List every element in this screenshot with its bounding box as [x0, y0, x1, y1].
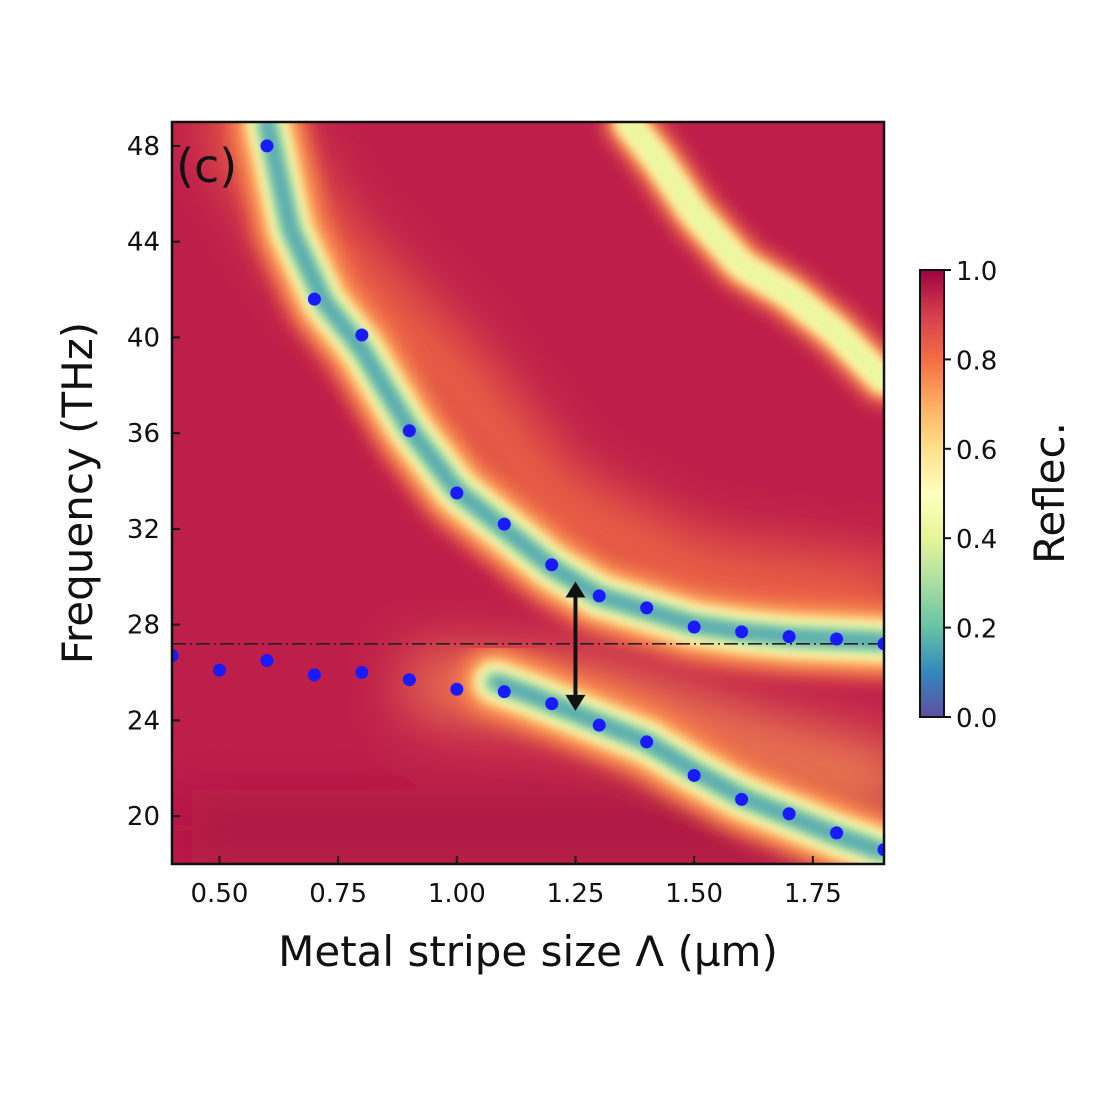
data-point — [497, 685, 511, 699]
x-tick-label: 0.75 — [309, 879, 367, 909]
y-axis-label: Frequency (THz) — [53, 322, 102, 664]
y-tick-label: 36 — [127, 419, 160, 449]
data-point — [830, 632, 844, 646]
arrow-head-down — [565, 694, 586, 711]
splitting-arrow — [565, 581, 586, 711]
heatmap-area — [172, 122, 884, 864]
arrow-head-up — [565, 581, 586, 598]
x-tick-label: 1.50 — [665, 879, 723, 909]
data-point — [877, 843, 884, 857]
y-tick-label: 20 — [127, 802, 160, 832]
colorbar: 0.0 0.2 0.4 0.6 0.8 1.0 Reflec. — [919, 257, 1074, 734]
data-point — [450, 486, 464, 500]
data-point — [545, 558, 559, 572]
band-layer — [620, 122, 884, 388]
data-point — [735, 625, 749, 639]
data-point — [545, 697, 559, 711]
data-point — [260, 139, 274, 153]
data-point — [640, 601, 654, 615]
data-point — [450, 682, 464, 696]
x-tick-label: 1.00 — [428, 879, 486, 909]
data-point — [497, 517, 511, 531]
colorbar-gradient — [919, 269, 945, 718]
data-point — [402, 673, 416, 687]
y-tick-label: 28 — [127, 611, 160, 641]
series-simulated-modes — [172, 139, 884, 857]
data-point — [830, 826, 844, 840]
band-higher-order-dip — [606, 122, 884, 403]
colorbar-tick-label: 0.6 — [956, 436, 997, 466]
x-axis-label: Metal stripe size Λ (µm) — [278, 927, 778, 976]
x-tick-label: 1.75 — [784, 879, 842, 909]
data-point — [212, 663, 226, 677]
panel-label: (c) — [176, 139, 237, 193]
band-lower-polariton-dip — [458, 646, 884, 864]
x-tick-label: 0.50 — [191, 879, 249, 909]
data-point — [402, 424, 416, 438]
data-point — [782, 630, 796, 644]
y-tick-label: 24 — [127, 706, 160, 736]
y-tick-label: 32 — [127, 515, 160, 545]
data-point — [592, 589, 606, 603]
plot-frame — [170, 120, 886, 866]
data-point — [260, 654, 274, 668]
data-point — [877, 637, 884, 651]
data-point — [640, 735, 654, 749]
data-point — [735, 792, 749, 806]
data-point — [355, 328, 369, 342]
y-axis: 20 24 28 32 36 40 44 48 — [127, 132, 180, 832]
data-point — [592, 718, 606, 732]
data-point — [687, 620, 701, 634]
data-point — [782, 807, 796, 821]
data-point — [687, 768, 701, 782]
y-tick-label: 44 — [127, 228, 160, 258]
x-tick-label: 1.25 — [547, 879, 605, 909]
x-axis: 0.50 0.75 1.00 1.25 1.50 1.75 — [191, 856, 842, 909]
colorbar-tick-label: 1.0 — [956, 257, 997, 287]
band-layer — [491, 678, 884, 856]
data-point — [307, 292, 321, 306]
colorbar-tick-label: 0.0 — [956, 704, 997, 734]
data-point — [172, 649, 179, 663]
colorbar-tick-label: 0.4 — [956, 525, 997, 555]
data-point — [355, 666, 369, 680]
y-tick-label: 40 — [127, 323, 160, 353]
colorbar-tick-label: 0.8 — [956, 346, 997, 376]
colorbar-label: Reflec. — [1025, 422, 1074, 564]
colorbar-tick-label: 0.2 — [956, 615, 997, 645]
data-point — [307, 668, 321, 682]
y-tick-label: 48 — [127, 132, 160, 162]
